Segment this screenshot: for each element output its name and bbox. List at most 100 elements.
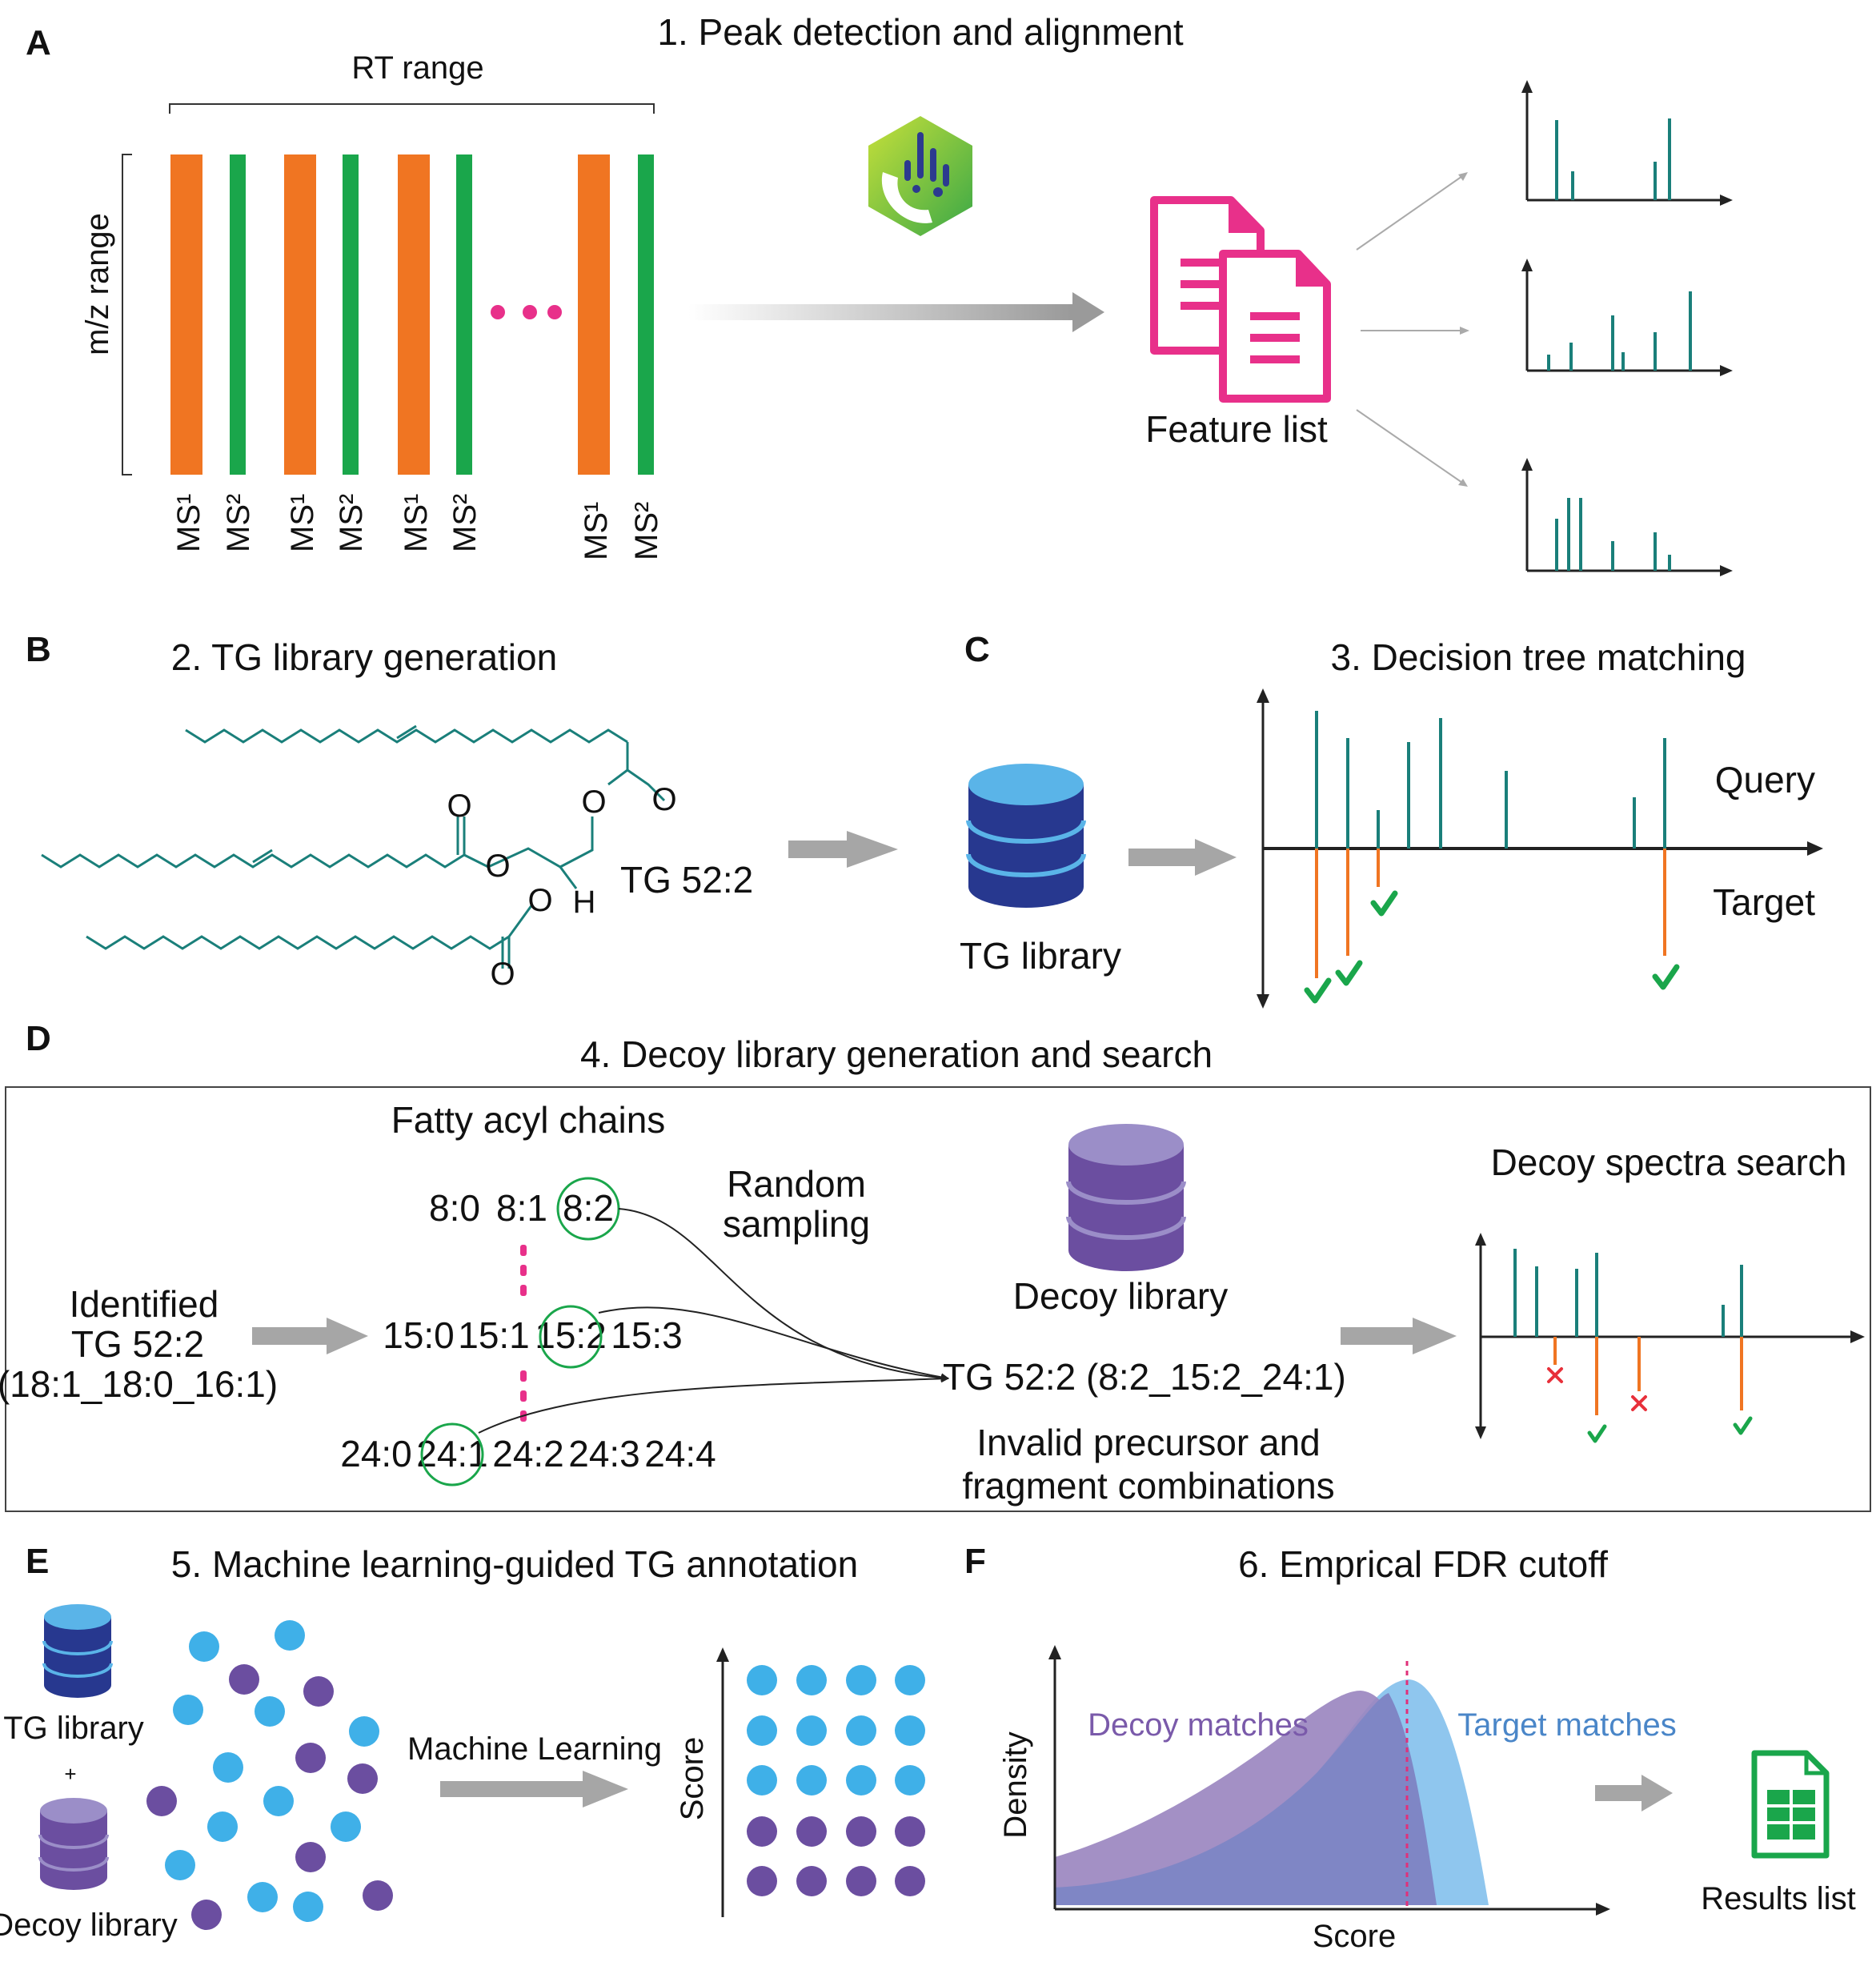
f-score-label: Score	[1313, 1919, 1397, 1954]
fa-15-2: 15:2	[535, 1314, 607, 1356]
process-arrow-shaft	[688, 304, 1072, 320]
random-sampling-line-1: Random	[727, 1163, 866, 1205]
tg-library-label: TG library	[960, 935, 1121, 977]
molecule-name: TG 52:2	[620, 859, 753, 901]
target-label: Target	[1713, 881, 1815, 923]
arrow-d2-shaft	[1341, 1327, 1414, 1345]
atom-hydrogen: H	[573, 885, 596, 920]
spectrum-1	[1521, 80, 1733, 206]
ms2-scan-bar	[638, 154, 654, 475]
check-icon	[1587, 1416, 1753, 1443]
arrow-d1-head	[327, 1318, 368, 1354]
mixed-scatter	[146, 1620, 393, 1930]
rt-range-bracket	[169, 103, 655, 114]
atom-oxygen: O	[485, 849, 510, 884]
identified-tg: Identified TG 52:2 (18:1_18:0_16:1)	[0, 1283, 278, 1405]
panel-d-title: 4. Decoy library generation and search	[580, 1033, 1213, 1075]
database-icon	[38, 1798, 109, 1890]
identified-tg-name: TG 52:2	[71, 1323, 204, 1365]
panel-b: B 2. TG library generation O O O O O H O	[26, 630, 898, 992]
arrow-b-to-c-shaft	[788, 841, 848, 858]
ms1-scan-bar	[284, 154, 316, 475]
panel-a-title: 1. Peak detection and alignment	[657, 11, 1183, 53]
fatty-acyl-row-2: 15:0 15:1 15:2 15:3	[383, 1314, 683, 1356]
results-list-label: Results list	[1701, 1881, 1855, 1916]
fa-8-0: 8:0	[429, 1187, 480, 1229]
database-icon	[42, 1604, 113, 1698]
fatty-acyl-row-3: 24:0 24:1 24:2 24:3 24:4	[340, 1433, 716, 1474]
arrow-c-head	[1195, 839, 1237, 876]
spreadsheet-icon	[1751, 1750, 1830, 1859]
scan-bars	[170, 154, 654, 475]
ms1-scan-bar	[170, 154, 202, 475]
ms2-scan-bar	[456, 154, 472, 475]
score-grid	[747, 1665, 925, 1896]
overlap-density-area	[1055, 1693, 1437, 1905]
e-tg-library-label: TG library	[3, 1711, 144, 1746]
fatty-acyl-label: Fatty acyl chains	[391, 1099, 666, 1141]
invalid-line-2: fragment combinations	[962, 1465, 1334, 1507]
fa-24-1: 24:1	[416, 1433, 488, 1474]
fa-8-1: 8:1	[496, 1187, 547, 1229]
arrow-f-shaft	[1595, 1785, 1643, 1801]
panel-c: C 3. Decision tree matching TG library	[960, 630, 1823, 1009]
feature-arrows	[1356, 172, 1469, 487]
atom-oxygen: O	[490, 957, 515, 992]
arrow-d2-head	[1413, 1318, 1457, 1354]
document-icon	[1150, 196, 1331, 403]
spectrum-3	[1521, 458, 1733, 576]
arrow-e-head	[583, 1771, 628, 1807]
ms2-scan-bar	[230, 154, 246, 475]
check-icon	[1304, 890, 1680, 1004]
plus-sign: +	[64, 1762, 76, 1786]
ms1-scan-bar	[578, 154, 610, 475]
atom-oxygen: O	[527, 883, 552, 918]
ms1-scan-bar	[398, 154, 430, 475]
atom-oxygen: O	[581, 784, 606, 820]
panel-letter-c: C	[964, 630, 990, 669]
panel-b-title: 2. TG library generation	[171, 636, 557, 678]
decoy-tg-label: TG 52:2 (8:2_15:2_24:1)	[943, 1356, 1346, 1398]
arrow-d1-shaft	[252, 1327, 328, 1345]
decoy-mirror-spectrum	[1475, 1233, 1865, 1443]
process-arrow-head	[1072, 292, 1104, 332]
score-x-axis-arrow	[1596, 1903, 1610, 1916]
e-score-label: Score	[675, 1737, 710, 1821]
fa-24-4: 24:4	[644, 1433, 716, 1474]
fatty-acyl-row-1: 8:0 8:1 8:2	[429, 1187, 614, 1229]
fa-24-3: 24:3	[568, 1433, 640, 1474]
query-peaks	[1315, 711, 1666, 849]
scan-label: MS¹	[171, 494, 206, 552]
rt-range-label: RT range	[351, 50, 483, 86]
panel-d: D 4. Decoy library generation and search…	[0, 1019, 1871, 1512]
scan-label: MS¹	[579, 502, 614, 560]
panel-letter-d: D	[26, 1019, 51, 1058]
density-label: Density	[998, 1731, 1033, 1838]
mirror-spectrum	[1257, 688, 1823, 1009]
fa-8-2: 8:2	[563, 1187, 614, 1229]
spectrum-2	[1521, 259, 1733, 376]
invalid-line-1: Invalid precursor and	[976, 1422, 1321, 1463]
arrow-b-to-c-head	[847, 831, 898, 868]
scan-label: MS²	[221, 494, 256, 552]
arrow-f-head	[1642, 1775, 1673, 1811]
panel-a: A 1. Peak detection and alignment RT ran…	[26, 11, 1733, 576]
arrow-e-shaft	[440, 1781, 584, 1797]
atom-oxygen: O	[651, 782, 676, 817]
database-icon	[1066, 1124, 1186, 1271]
ellipsis-dots	[491, 305, 562, 319]
fa-15-3: 15:3	[611, 1314, 683, 1356]
fa-15-1: 15:1	[458, 1314, 530, 1356]
panel-letter-f: F	[964, 1542, 986, 1581]
scan-label: MS²	[334, 494, 369, 552]
random-sampling-label: Random sampling	[723, 1163, 870, 1245]
ml-label: Machine Learning	[407, 1731, 662, 1767]
scan-label: MS¹	[285, 494, 320, 552]
panel-e-title: 5. Machine learning-guided TG annotation	[171, 1543, 858, 1585]
query-label: Query	[1715, 759, 1815, 800]
decoy-library-label: Decoy library	[1013, 1275, 1228, 1317]
panel-f-title: 6. Emprical FDR cutoff	[1238, 1543, 1608, 1585]
feature-list-label: Feature list	[1145, 408, 1328, 450]
tg-molecule-structure	[41, 724, 666, 969]
